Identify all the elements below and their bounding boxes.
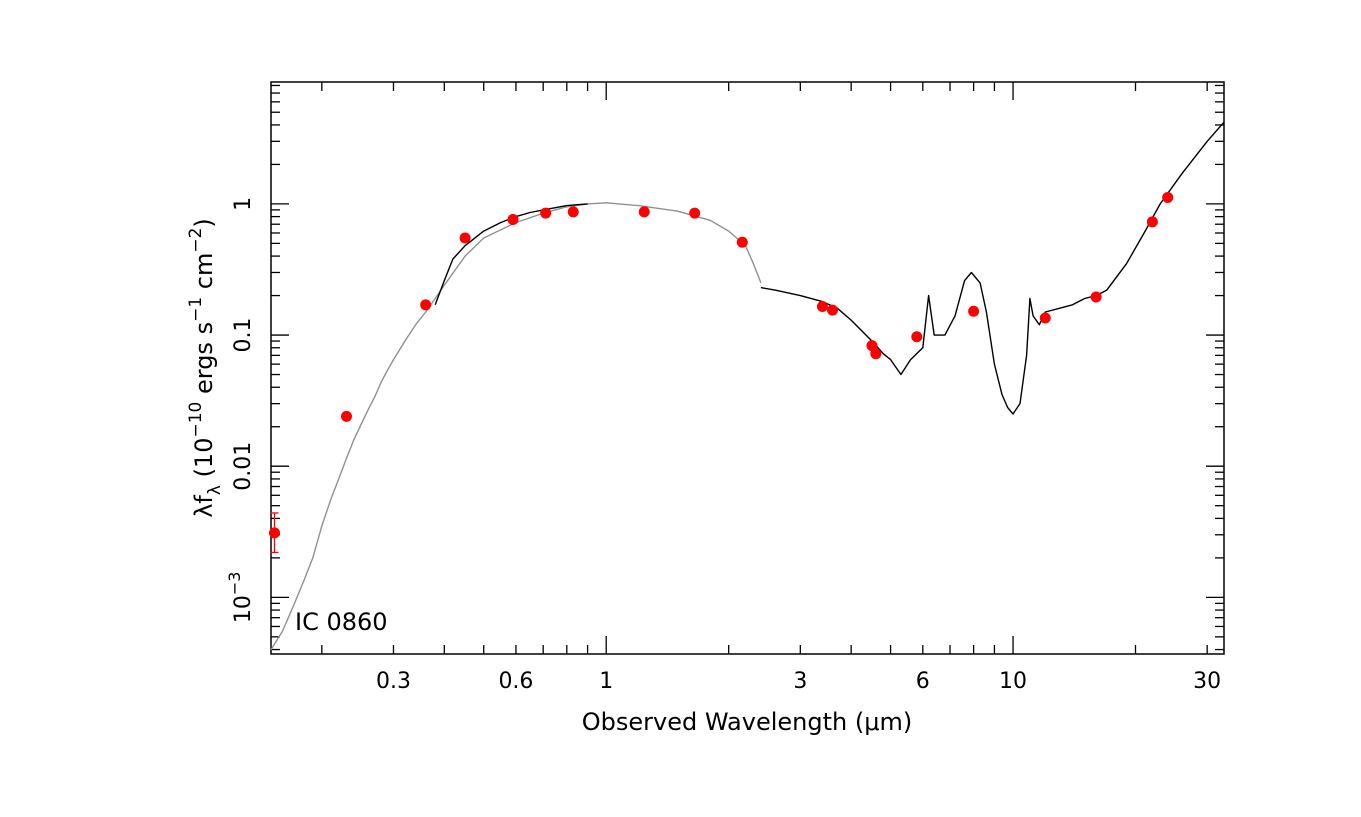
data-point — [816, 301, 828, 313]
y-tick-label: 0.1 — [231, 318, 256, 353]
data-point — [420, 299, 432, 311]
data-point — [268, 527, 280, 539]
data-point — [638, 206, 650, 218]
data-point — [736, 236, 748, 248]
x-tick-label: 0.6 — [498, 669, 533, 694]
x-tick-label: 30 — [1193, 669, 1221, 694]
data-point — [870, 348, 882, 360]
model-curve-gray — [270, 202, 762, 650]
y-label-exp-c: −2 — [186, 228, 206, 253]
y-label-lambda-f: λf — [190, 495, 218, 518]
x-tick-label: 10 — [999, 669, 1027, 694]
data-point — [968, 305, 980, 317]
x-tick-labels: 0.3 0.6 1 3 6 10 30 — [376, 669, 1221, 694]
y-label-units-d: ) — [190, 218, 218, 227]
x-tick-label: 6 — [916, 669, 930, 694]
object-annotation: IC 0860 — [295, 608, 388, 636]
x-axis-label: Observed Wavelength (μm) — [582, 708, 912, 736]
model-curve-black-optical — [434, 203, 588, 306]
y-label-exp-a: −10 — [186, 402, 206, 438]
model-curve-black-infrared — [760, 121, 1225, 415]
y-tick-label: 10−3 — [225, 572, 256, 624]
y-label-exp-b: −1 — [186, 297, 206, 322]
data-point — [689, 207, 701, 219]
x-tick-label: 3 — [793, 669, 807, 694]
y-tick-label: 0.01 — [231, 442, 256, 491]
data-point — [827, 304, 839, 316]
data-point — [459, 232, 471, 244]
y-label-units-a: (10 — [190, 438, 218, 486]
x-tick-label: 0.3 — [376, 669, 411, 694]
plot-frame — [270, 81, 1225, 655]
data-point — [540, 207, 552, 219]
data-point — [1039, 312, 1051, 324]
axis-ticks — [271, 82, 1224, 654]
data-point — [567, 206, 579, 218]
y-label-units-b: ergs s — [190, 322, 218, 402]
data-point — [1146, 216, 1158, 228]
data-points — [268, 191, 1174, 554]
y-axis-label: λfλ (10−10 ergs s−1 cm−2) — [186, 218, 225, 518]
model-curves — [270, 121, 1225, 650]
y-tick-labels: 1 0.1 0.01 10−3 — [225, 197, 256, 623]
data-point — [1162, 191, 1174, 203]
x-tick-label: 1 — [599, 669, 613, 694]
data-point — [911, 331, 923, 343]
y-label-sub: λ — [205, 485, 225, 495]
data-point — [341, 410, 353, 422]
y-tick-label: 1 — [231, 197, 256, 211]
data-point — [507, 214, 519, 226]
y-label-units-c: cm — [190, 253, 218, 297]
data-point — [1090, 291, 1102, 303]
